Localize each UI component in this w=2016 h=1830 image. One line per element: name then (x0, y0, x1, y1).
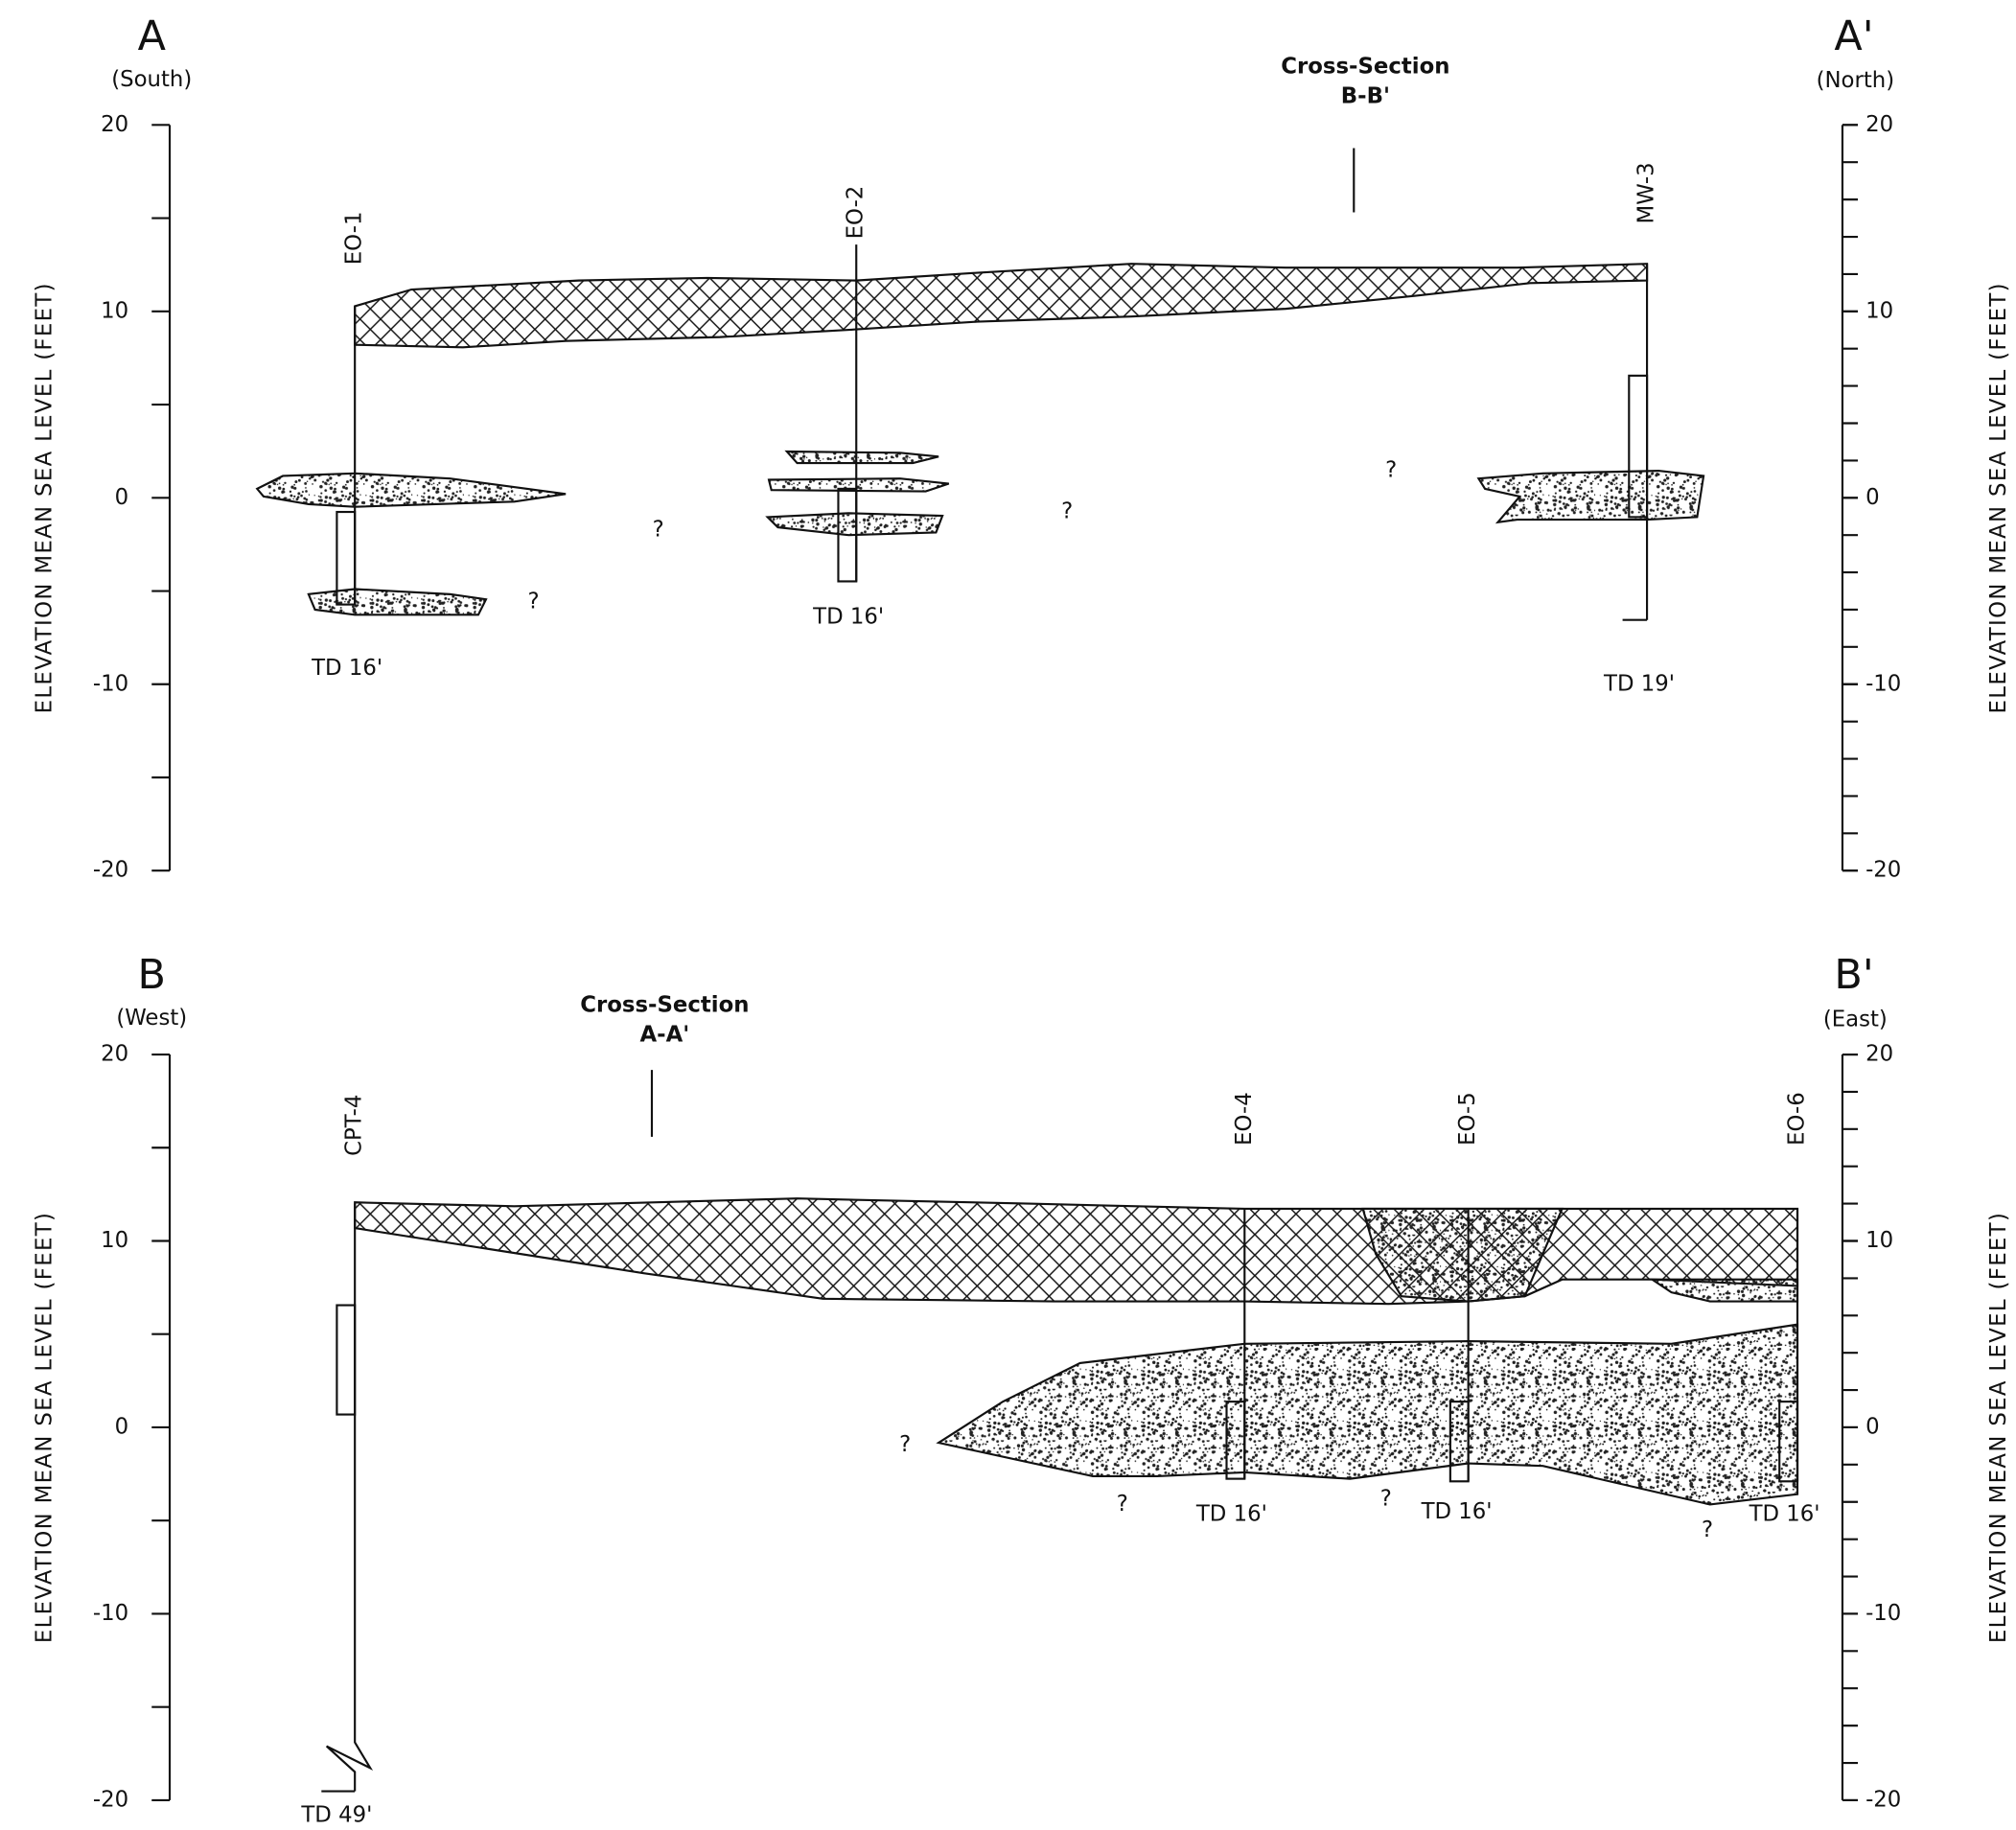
left-tick-label: -10 (93, 671, 128, 696)
unknown-mark: ? (1385, 458, 1397, 483)
unknown-mark: ? (1117, 1492, 1128, 1517)
crossing-label: A-A' (640, 1022, 690, 1047)
section-start-label: A (138, 12, 166, 60)
total-depth: TD 16' (1749, 1502, 1820, 1527)
left-tick-label: 20 (101, 112, 128, 137)
unknown-mark: ? (1061, 499, 1073, 524)
sand-lens (767, 477, 950, 493)
sand-lens (1648, 1278, 1799, 1303)
right-tick-label: 20 (1865, 1042, 1893, 1067)
section-end-label: B' (1834, 951, 1873, 999)
well-screen (336, 510, 357, 606)
section-start-label: B (138, 951, 166, 999)
fill-layer (354, 263, 1649, 349)
right-tick-label: 0 (1865, 1414, 1880, 1439)
well-screen (1778, 1401, 1799, 1483)
well-name: EO-6 (1784, 1092, 1809, 1146)
right-tick-label: -20 (1865, 858, 1901, 883)
right-tick-label: -10 (1865, 1601, 1901, 1626)
well-name: EO-2 (844, 186, 869, 240)
total-depth: TD 16' (1421, 1499, 1493, 1524)
right-tick-label: 0 (1865, 485, 1880, 510)
crossing-label: Cross-Section (580, 993, 749, 1018)
unknown-mark: ? (1702, 1517, 1713, 1542)
left-axis-title: ELEVATION MEAN SEA LEVEL (FEET) (32, 1212, 57, 1643)
sand-lens (255, 472, 567, 508)
total-depth: TD 16' (311, 656, 382, 681)
sand-lens (765, 512, 944, 537)
well-screen (1225, 1401, 1246, 1480)
section-end-label: A' (1834, 12, 1873, 60)
crossing-label: Cross-Section (1281, 54, 1449, 79)
unknown-mark: ? (1380, 1487, 1392, 1512)
section-start-direction: (South) (111, 67, 192, 92)
sand-lens (784, 450, 939, 465)
right-tick-label: -20 (1865, 1787, 1901, 1812)
well-screen (837, 487, 858, 583)
sand-lens (1476, 470, 1705, 524)
fill-layer (354, 1197, 1799, 1306)
well-screen (336, 1304, 357, 1416)
crossing-label: B-B' (1341, 83, 1390, 108)
well-name: MW-3 (1634, 162, 1659, 223)
left-tick-label: 10 (101, 298, 128, 323)
section-end-direction: (North) (1817, 68, 1895, 93)
well-line (325, 1203, 374, 1792)
right-tick-label: 10 (1865, 1228, 1893, 1253)
sand-lens (1361, 1207, 1564, 1303)
left-tick-label: -20 (93, 1787, 128, 1812)
well-name: EO-4 (1232, 1092, 1257, 1146)
section-start-direction: (West) (116, 1006, 187, 1031)
total-depth: TD 19' (1603, 671, 1675, 696)
unknown-mark: ? (528, 589, 540, 614)
well-screen (1628, 374, 1649, 519)
right-axis-title: ELEVATION MEAN SEA LEVEL (FEET) (1986, 282, 2011, 713)
well-name: EO-1 (342, 211, 367, 265)
well-screen (1448, 1401, 1470, 1483)
right-tick-label: 10 (1865, 298, 1893, 323)
sand-lens (936, 1323, 1799, 1506)
left-tick-label: 0 (115, 1414, 129, 1439)
total-depth: TD 49' (300, 1803, 372, 1828)
sand-lens (307, 588, 488, 616)
unknown-mark: ? (653, 517, 664, 542)
well-name: CPT-4 (342, 1095, 367, 1156)
right-axis-title: ELEVATION MEAN SEA LEVEL (FEET) (1986, 1212, 2011, 1643)
total-depth: TD 16' (812, 605, 884, 630)
well-name: EO-5 (1455, 1092, 1480, 1146)
left-tick-label: 0 (115, 485, 129, 510)
right-tick-label: -10 (1865, 671, 1901, 696)
section-end-direction: (East) (1823, 1007, 1888, 1031)
left-tick-label: -10 (93, 1601, 128, 1626)
left-tick-label: -20 (93, 858, 128, 883)
total-depth: TD 16' (1195, 1502, 1267, 1527)
unknown-mark: ? (899, 1432, 911, 1457)
left-axis-title: ELEVATION MEAN SEA LEVEL (FEET) (32, 282, 57, 713)
left-tick-label: 20 (101, 1042, 128, 1067)
right-tick-label: 20 (1865, 112, 1893, 137)
left-tick-label: 10 (101, 1228, 128, 1253)
